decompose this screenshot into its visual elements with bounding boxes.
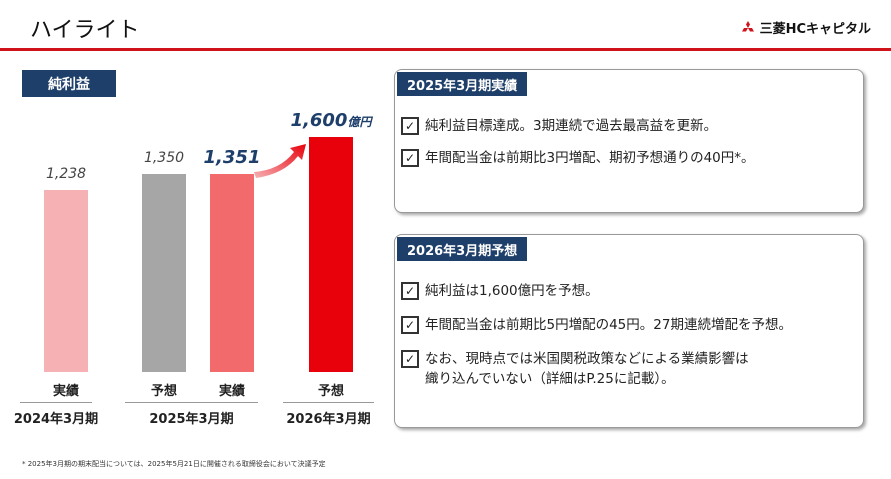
panel-2026-forecast: 2026年3月期予想 ✓ 純利益は1,600億円を予想。 ✓ 年間配当金は前期比5円…	[394, 234, 864, 428]
checkbox-icon: ✓	[401, 117, 419, 135]
bar	[44, 190, 88, 372]
period-label: 2024年3月期	[13, 412, 99, 427]
period-label: 2026年3月期	[286, 412, 371, 427]
data-label: 1,238	[45, 166, 87, 183]
list-item: ✓ 純利益目標達成。3期連続で過去最高益を更新。	[401, 116, 717, 136]
data-label: 1,600億円	[290, 110, 372, 131]
bar	[142, 173, 186, 372]
category-label: 実績	[218, 384, 245, 399]
list-item: ✓ 年間配当金は前期比5円増配の45円。27期連続増配を予想。	[401, 315, 792, 335]
panel-title: 2025年3月期実績	[397, 72, 528, 96]
period-divider	[283, 402, 374, 403]
list-item: ✓ なお、現時点では米国関税政策などによる業績影響は 織り込んでいない（詳細はP.…	[401, 349, 749, 389]
panel-2025-results: 2025年3月期実績 ✓ 純利益目標達成。3期連続で過去最高益を更新。 ✓ 年間配当…	[394, 69, 864, 213]
checkbox-icon: ✓	[401, 350, 419, 368]
period-label: 2025年3月期	[149, 412, 234, 427]
checkbox-icon: ✓	[401, 316, 419, 334]
bar	[309, 137, 353, 372]
company-logo: 三菱HCキャピタル	[741, 18, 871, 37]
checkbox-icon: ✓	[401, 282, 419, 300]
list-item: ✓ 純利益は1,600億円を予想。	[401, 281, 599, 301]
logo-text: 三菱HCキャピタル	[759, 22, 871, 37]
category-label: 実績	[52, 384, 79, 399]
footnote: * 2025年3月期の期末配当については、2025年5月21日に開催される取締役…	[22, 460, 326, 468]
period-divider	[20, 402, 92, 403]
period-divider	[125, 402, 258, 403]
data-label: 1,351	[203, 146, 261, 168]
checkbox-icon: ✓	[401, 149, 419, 167]
mitsubishi-logo-icon	[741, 21, 754, 32]
page-title: ハイライト	[30, 18, 140, 43]
category-label: 予想	[150, 384, 177, 399]
bar	[210, 173, 254, 372]
chart-label: 純利益	[22, 70, 116, 97]
list-item: ✓ 年間配当金は前期比3円増配、期初予想通りの40円*。	[401, 148, 755, 168]
panel-title: 2026年3月期予想	[397, 237, 528, 261]
category-label: 予想	[317, 384, 344, 399]
growth-arrow-icon	[254, 144, 306, 178]
data-label: 1,350	[143, 149, 185, 166]
header-divider	[0, 48, 891, 51]
